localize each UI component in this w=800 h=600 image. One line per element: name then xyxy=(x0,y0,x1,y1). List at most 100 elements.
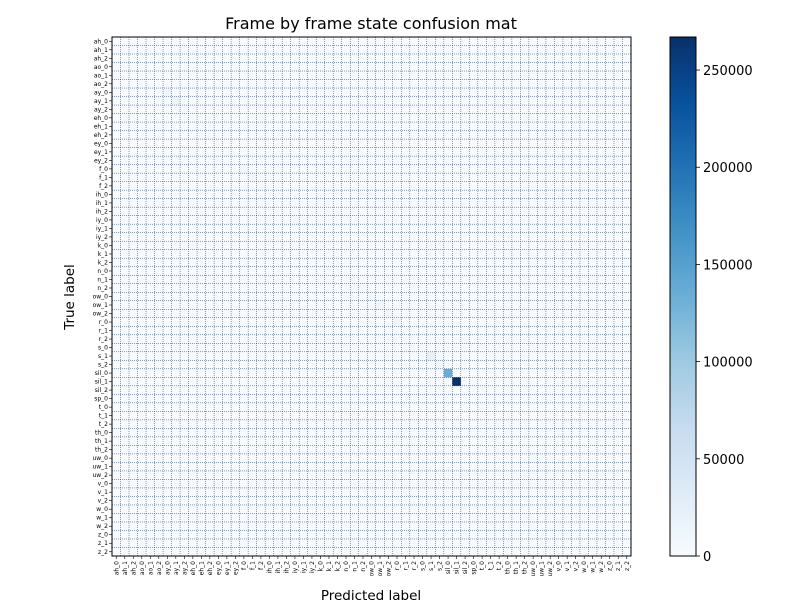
x-tick-label-ah_2: ah_2 xyxy=(130,561,137,575)
colorbar-tick-label-0: 0 xyxy=(703,550,711,565)
y-tick-label-iy_2: iy_2 xyxy=(96,234,108,241)
x-tick-label-n_1: n_1 xyxy=(351,561,358,572)
y-tick-label-z_0: z_0 xyxy=(98,532,108,539)
colorbar-tick-label-150000: 150000 xyxy=(703,258,753,273)
x-tick-label-sil_2: sil_2 xyxy=(462,561,469,574)
heatmap-plot-area: ah_0ah_1ah_2ao_0ao_1ao_2ay_0ay_1ay_2eh_0… xyxy=(92,36,632,577)
y-tick-label-ow_1: ow_1 xyxy=(93,302,109,309)
x-tick-label-eh_0: eh_0 xyxy=(190,561,197,575)
x-tick-label-uw_1: uw_1 xyxy=(539,561,546,577)
x-tick-label-eh_1: eh_1 xyxy=(198,561,205,575)
y-tick-label-k_2: k_2 xyxy=(98,259,108,266)
y-tick-label-iy_1: iy_1 xyxy=(96,225,108,232)
y-tick-label-ow_2: ow_2 xyxy=(93,311,109,318)
y-tick-label-uw_0: uw_0 xyxy=(92,455,108,462)
y-tick-label-f_0: f_0 xyxy=(99,166,108,173)
heatmap-cell-sil_1-sil_1 xyxy=(452,377,461,386)
y-tick-label-z_2: z_2 xyxy=(98,549,108,556)
x-tick-label-t_1: t_1 xyxy=(488,561,495,570)
x-tick-label-th_2: th_2 xyxy=(522,561,529,574)
y-tick-label-k_0: k_0 xyxy=(98,242,108,249)
x-tick-label-v_0: v_0 xyxy=(556,561,563,572)
x-tick-label-r_0: r_0 xyxy=(394,561,401,570)
x-tick-label-ao_2: ao_2 xyxy=(156,561,163,575)
y-tick-label-sp_0: sp_0 xyxy=(94,396,108,403)
heatmap-cell-ay_2-ay_2 xyxy=(180,105,189,114)
x-tick-label-t_2: t_2 xyxy=(496,561,503,570)
x-tick-label-sp_0: sp_0 xyxy=(471,561,478,575)
x-tick-label-z_0: z_0 xyxy=(607,561,614,571)
heatmap-cell-ow_0-ow_0 xyxy=(367,292,376,301)
y-tick-label-ih_2: ih_2 xyxy=(96,208,108,215)
y-tick-label-uw_2: uw_2 xyxy=(92,472,108,479)
y-tick-label-r_1: r_1 xyxy=(99,328,108,335)
y-tick-label-s_1: s_1 xyxy=(98,353,108,360)
x-tick-label-ah_1: ah_1 xyxy=(122,561,129,575)
chart-title: Frame by frame state confusion mat xyxy=(225,14,517,33)
heatmap-cell-t_2-t_2 xyxy=(494,419,504,429)
x-tick-label-s_1: s_1 xyxy=(428,561,435,571)
y-tick-label-n_1: n_1 xyxy=(97,276,108,283)
y-tick-label-ao_0: ao_0 xyxy=(94,64,108,71)
heatmap-cell-f_2-f_2 xyxy=(256,181,266,191)
x-tick-label-ow_0: ow_0 xyxy=(369,561,376,577)
heatmap-cell-t_1-t_1 xyxy=(486,411,495,420)
y-tick-label-sil_0: sil_0 xyxy=(95,370,108,377)
x-tick-label-ih_0: ih_0 xyxy=(266,561,273,573)
x-tick-label-k_1: k_1 xyxy=(326,561,333,571)
y-tick-label-ah_2: ah_2 xyxy=(94,55,108,62)
y-tick-label-t_1: t_1 xyxy=(99,413,108,420)
x-tick-label-s_2: s_2 xyxy=(437,561,444,571)
x-tick-label-t_0: t_0 xyxy=(479,561,486,570)
y-tick-label-ey_0: ey_0 xyxy=(94,140,108,147)
x-axis-label: Predicted label xyxy=(321,588,421,600)
colorbar-tick-label-50000: 50000 xyxy=(703,453,744,468)
x-tick-label-f_1: f_1 xyxy=(249,561,256,570)
x-tick-label-v_2: v_2 xyxy=(573,561,580,572)
x-tick-label-ey_0: ey_0 xyxy=(215,561,222,575)
heatmap-cell-n_2-n_2 xyxy=(358,283,368,293)
x-tick-label-r_1: r_1 xyxy=(403,561,410,570)
heatmap-cell-uw_1-uw_1 xyxy=(537,462,546,471)
colorbar-tick-label-250000: 250000 xyxy=(703,64,753,79)
y-tick-label-eh_0: eh_0 xyxy=(94,115,108,122)
y-tick-label-n_2: n_2 xyxy=(97,285,108,292)
colorbar: 0 50000 100000 150000 200000 250000 xyxy=(669,36,753,565)
y-tick-label-r_2: r_2 xyxy=(99,336,108,343)
x-tick-label-ay_2: ay_2 xyxy=(181,561,188,575)
y-tick-label-ao_2: ao_2 xyxy=(94,81,108,88)
colorbar-ticks: 0 50000 100000 150000 200000 250000 xyxy=(696,64,753,565)
y-tick-label-ey_2: ey_2 xyxy=(94,157,108,164)
y-tick-label-z_1: z_1 xyxy=(98,540,108,547)
heatmap-cell-iy_0-iy_0 xyxy=(290,215,300,225)
y-tick-label-ey_1: ey_1 xyxy=(94,149,108,156)
y-tick-label-ow_0: ow_0 xyxy=(93,294,109,301)
x-tick-label-n_0: n_0 xyxy=(343,561,350,572)
y-tick-label-ay_2: ay_2 xyxy=(94,106,108,113)
colorbar-gradient xyxy=(669,36,697,557)
y-tick-label-s_0: s_0 xyxy=(98,345,108,352)
x-tick-label-w_1: w_1 xyxy=(590,561,597,573)
heatmap-cell-uw_0-uw_0 xyxy=(528,453,538,463)
y-tick-label-ao_1: ao_1 xyxy=(94,72,108,79)
x-tick-label-f_0: f_0 xyxy=(241,561,248,570)
x-tick-label-s_0: s_0 xyxy=(420,561,427,571)
y-tick-label-eh_2: eh_2 xyxy=(94,132,108,139)
x-tick-label-ao_0: ao_0 xyxy=(139,561,146,575)
x-tick-label-r_2: r_2 xyxy=(411,561,418,570)
heatmap-cell-n_1-n_1 xyxy=(350,275,359,284)
y-tick-label-th_1: th_1 xyxy=(95,438,108,445)
heatmap-cell-s_2-s_2 xyxy=(435,360,444,369)
x-tick-label-k_0: k_0 xyxy=(317,561,324,571)
x-tick-label-uw_0: uw_0 xyxy=(530,561,537,577)
x-tick-label-iy_0: iy_0 xyxy=(292,561,299,573)
x-tick-label-f_2: f_2 xyxy=(258,561,265,570)
heatmap-cell-ay_0-ay_0 xyxy=(163,88,172,97)
heatmap-cell-ey_1-ey_1 xyxy=(222,147,232,157)
x-tick-label-eh_2: eh_2 xyxy=(207,561,214,575)
y-tick-label-t_0: t_0 xyxy=(99,404,108,411)
x-tick-label-k_2: k_2 xyxy=(334,561,341,571)
x-tick-label-ey_2: ey_2 xyxy=(232,561,239,575)
heatmap-cell-r_0-r_0 xyxy=(392,317,402,327)
x-tick-label-w_0: w_0 xyxy=(581,561,588,573)
